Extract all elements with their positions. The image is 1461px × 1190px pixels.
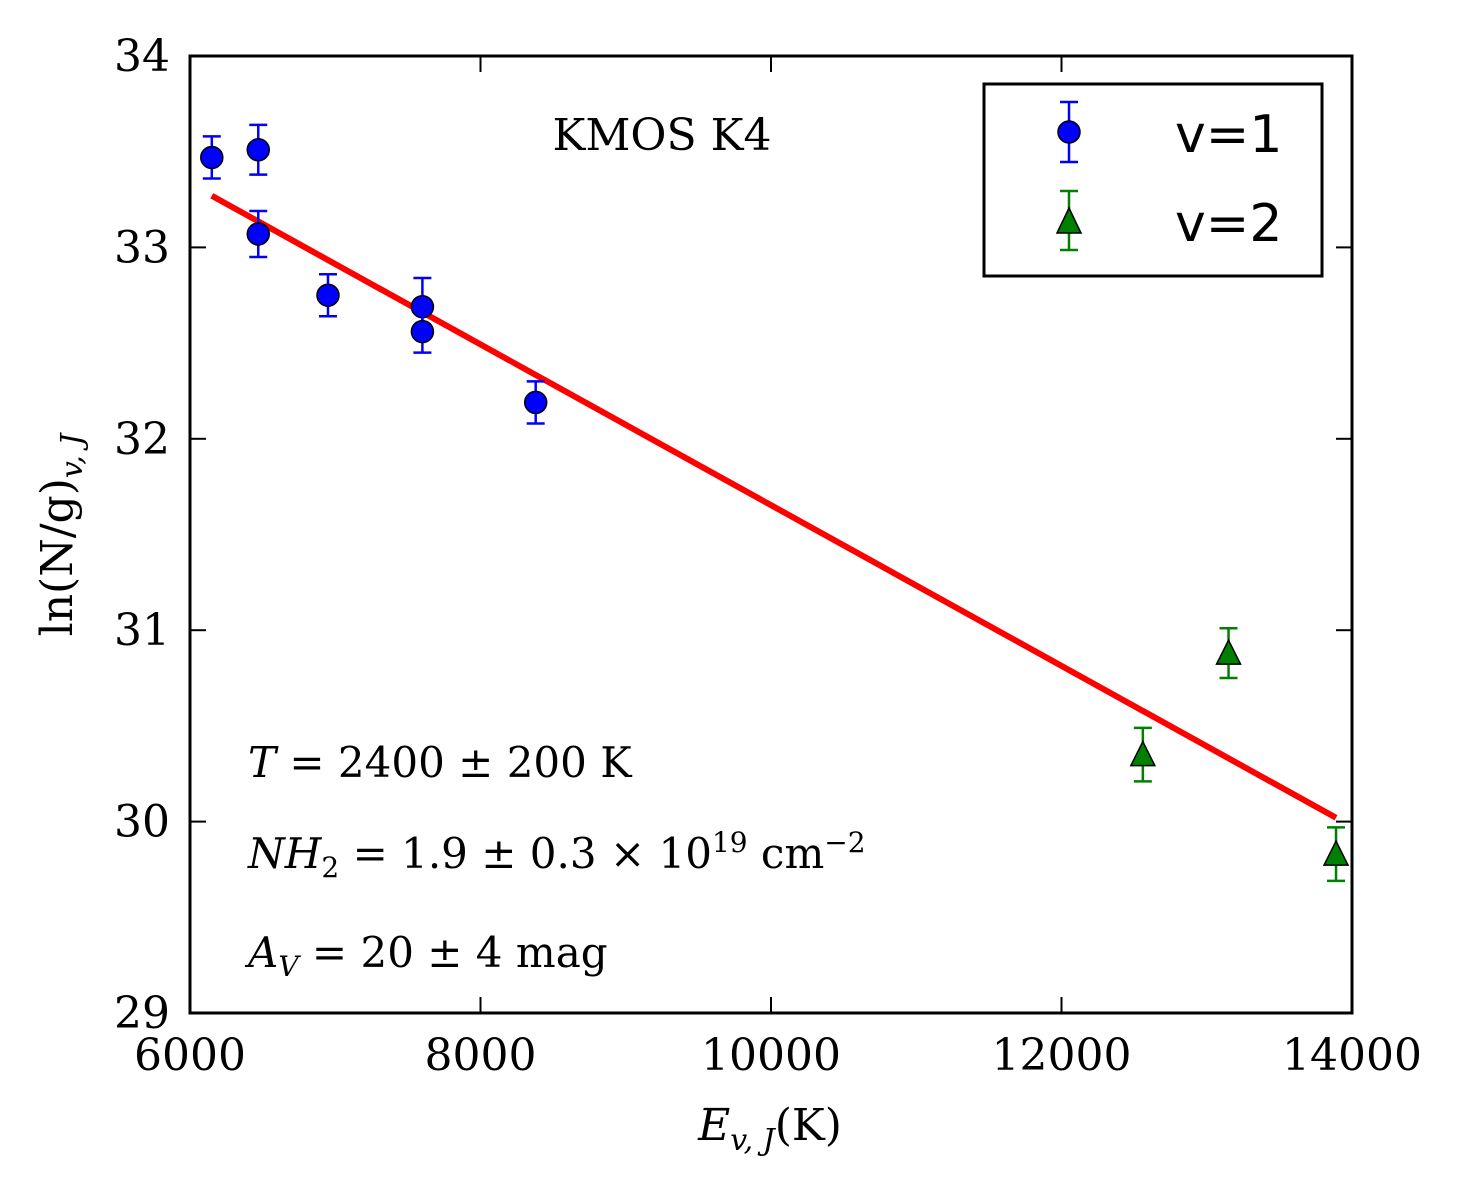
series-2-point bbox=[1322, 839, 1350, 866]
x-axis-label-main: E bbox=[697, 1100, 730, 1151]
series-1-point bbox=[316, 283, 340, 307]
x-tick-label: 14000 bbox=[1282, 1030, 1422, 1081]
y-axis-label-main: ln(N/g) bbox=[32, 478, 83, 636]
annotation-column-density: NH2 = 1.9 ± 0.3 × 1019 cm−2 bbox=[247, 826, 866, 884]
legend: v=1 v=2 bbox=[982, 82, 1324, 278]
x-tick-label: 10000 bbox=[701, 1030, 841, 1081]
ticks-layer: 6000 8000 10000 12000 14000 29 30 31 32 33 34 bbox=[114, 31, 1422, 1081]
legend-v1-label: v=1 bbox=[1175, 105, 1282, 165]
annotation-column-density-sub: 2 bbox=[321, 851, 339, 884]
annotation-extinction-var: A bbox=[244, 928, 278, 977]
fit-line bbox=[210, 193, 1338, 821]
series-1-point bbox=[246, 138, 271, 162]
series-2-point bbox=[1129, 739, 1157, 767]
annotation-column-density-unit: cm bbox=[748, 829, 825, 878]
x-axis-label: Ev, J(K) bbox=[697, 1100, 842, 1158]
series-1-point bbox=[523, 390, 548, 415]
legend-v2-label: v=2 bbox=[1175, 194, 1282, 254]
y-axis-label: ln(N/g)v, J bbox=[32, 432, 90, 637]
x-tick-label: 6000 bbox=[134, 1030, 246, 1081]
legend-v2-marker bbox=[1055, 206, 1083, 234]
annotation-temperature-text: = 2400 ± 200 K bbox=[276, 738, 633, 787]
annotation-column-density-unit-sup: −2 bbox=[824, 826, 865, 859]
annotation-extinction-sub: V bbox=[278, 950, 301, 983]
series-1-point bbox=[246, 222, 271, 246]
annotation-extinction: AV = 20 ± 4 mag bbox=[244, 928, 608, 983]
series-2-point bbox=[1215, 638, 1242, 665]
y-tick-label: 30 bbox=[114, 797, 170, 848]
series-1-point bbox=[200, 145, 224, 170]
fit-layer bbox=[210, 193, 1338, 821]
annotation-temperature-var: T bbox=[248, 738, 279, 787]
y-tick-label: 33 bbox=[114, 222, 170, 273]
annotation-column-density-var: NH bbox=[247, 829, 323, 878]
y-axis-label-sub: v, J bbox=[55, 432, 90, 478]
annotation-extinction-text: = 20 ± 4 mag bbox=[299, 928, 608, 977]
y-tick-label: 29 bbox=[114, 988, 170, 1039]
marks-layer bbox=[200, 123, 1350, 883]
legend-box bbox=[982, 82, 1324, 278]
x-axis-label-sub: v, J bbox=[730, 1123, 776, 1158]
chart-title: KMOS K4 bbox=[553, 110, 772, 161]
annotation-column-density-text: = 1.9 ± 0.3 × 10 bbox=[339, 829, 712, 878]
y-tick-label: 32 bbox=[114, 414, 170, 465]
series-1-point bbox=[410, 319, 435, 344]
annotation-column-density-sup: 19 bbox=[712, 826, 748, 859]
y-tick-label: 34 bbox=[114, 31, 170, 82]
x-tick-label: 12000 bbox=[992, 1030, 1132, 1081]
x-tick-label: 8000 bbox=[425, 1030, 537, 1081]
annotation-temperature: T = 2400 ± 200 K bbox=[248, 738, 633, 787]
x-axis-label-unit: (K) bbox=[775, 1100, 842, 1151]
y-tick-label: 31 bbox=[114, 605, 170, 656]
legend-v1-marker bbox=[1057, 120, 1081, 144]
